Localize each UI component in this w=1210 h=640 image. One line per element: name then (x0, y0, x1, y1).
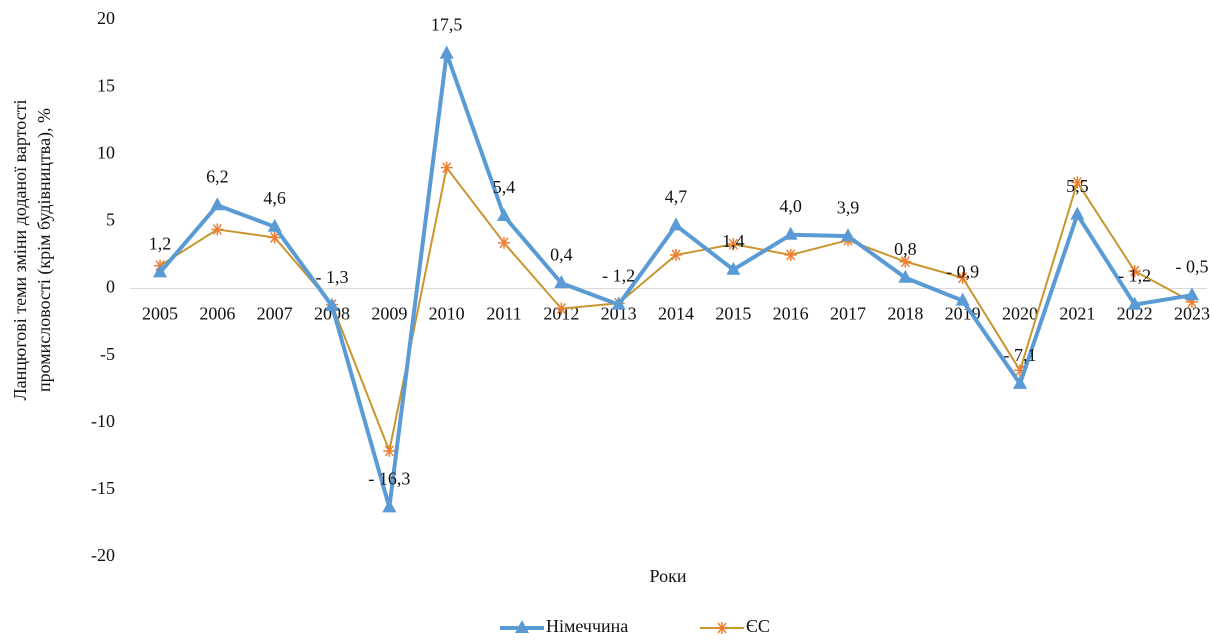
marker (716, 622, 728, 634)
x-tick-label: 2015 (715, 304, 751, 324)
marker (784, 248, 797, 261)
data-label: - 0,9 (946, 262, 979, 282)
marker (898, 269, 913, 283)
data-label: - 1,2 (1118, 266, 1151, 286)
marker (669, 217, 683, 231)
y-tick-label: 20 (97, 8, 115, 28)
y-axis-label: Ланцюгові теми зміни доданої вартості (10, 99, 30, 400)
x-tick-label: 2008 (314, 304, 350, 324)
marker (1071, 176, 1084, 189)
x-tick-label: 2006 (199, 304, 235, 324)
y-tick-label: -15 (91, 478, 115, 498)
marker (383, 444, 396, 457)
data-label: 4,7 (665, 187, 688, 207)
y-tick-label: 15 (97, 75, 115, 95)
data-label: 4,0 (779, 196, 802, 216)
x-tick-label: 2021 (1059, 304, 1095, 324)
data-label: 5,4 (493, 177, 516, 197)
marker (497, 208, 511, 222)
marker (210, 197, 225, 211)
legend-label: ЄС (746, 616, 770, 636)
marker (440, 161, 453, 174)
data-label: 0,4 (550, 244, 573, 264)
marker (1185, 287, 1199, 301)
marker (1070, 206, 1085, 220)
marker (726, 261, 741, 275)
marker (382, 499, 397, 513)
x-tick-label: 2023 (1174, 304, 1210, 324)
marker (1127, 296, 1142, 310)
data-label: 5,5 (1066, 176, 1089, 196)
marker (555, 302, 568, 315)
marker (439, 45, 454, 59)
x-tick-label: 2020 (1002, 304, 1038, 324)
y-axis-label: промисловості (крім будівництва), % (34, 108, 55, 392)
x-tick-label: 2018 (887, 304, 923, 324)
marker (554, 275, 569, 289)
marker (267, 218, 282, 232)
marker (670, 248, 682, 261)
marker (268, 231, 281, 244)
data-label: - 16,3 (368, 468, 410, 488)
marker (955, 292, 970, 306)
x-tick-label: 2014 (658, 304, 694, 324)
data-label: 4,6 (263, 188, 286, 208)
marker (515, 620, 529, 633)
y-tick-label: -20 (91, 545, 115, 565)
marker (611, 296, 626, 310)
marker (727, 238, 740, 251)
marker (1013, 375, 1027, 389)
marker (153, 264, 167, 278)
x-tick-label: 2011 (486, 304, 521, 324)
y-tick-label: 10 (97, 142, 115, 162)
x-tick-label: 2019 (945, 304, 981, 324)
data-label: 1,4 (722, 231, 745, 251)
x-tick-label: 2007 (257, 304, 293, 324)
x-axis-label: Роки (650, 566, 687, 586)
data-label: 1,2 (149, 234, 172, 254)
marker (498, 236, 510, 249)
marker (325, 297, 339, 311)
marker (211, 223, 224, 236)
x-tick-label: 2009 (371, 304, 407, 324)
data-label: - 1,3 (316, 267, 349, 287)
y-tick-label: 5 (106, 210, 115, 230)
x-tick-label: 2013 (601, 304, 637, 324)
marker (783, 226, 798, 240)
data-label: 17,5 (431, 15, 463, 35)
data-label: 3,9 (837, 197, 860, 217)
y-tick-label: 0 (106, 277, 115, 297)
marker (899, 255, 912, 268)
y-tick-label: -5 (100, 344, 115, 364)
data-label: - 7,1 (1004, 345, 1037, 365)
data-label: 0,8 (894, 239, 917, 259)
y-tick-label: -10 (91, 411, 115, 431)
data-label: 6,2 (206, 166, 229, 186)
marker (956, 271, 969, 284)
marker (841, 228, 855, 242)
x-tick-label: 2017 (830, 304, 866, 324)
data-label: - 0,5 (1176, 256, 1209, 276)
x-tick-label: 2022 (1117, 304, 1153, 324)
legend-label: Німеччина (546, 616, 628, 636)
x-tick-label: 2016 (773, 304, 809, 324)
data-label: - 1,2 (602, 266, 635, 286)
x-tick-label: 2005 (142, 304, 178, 324)
x-tick-label: 2010 (429, 304, 465, 324)
marker (1128, 265, 1141, 278)
